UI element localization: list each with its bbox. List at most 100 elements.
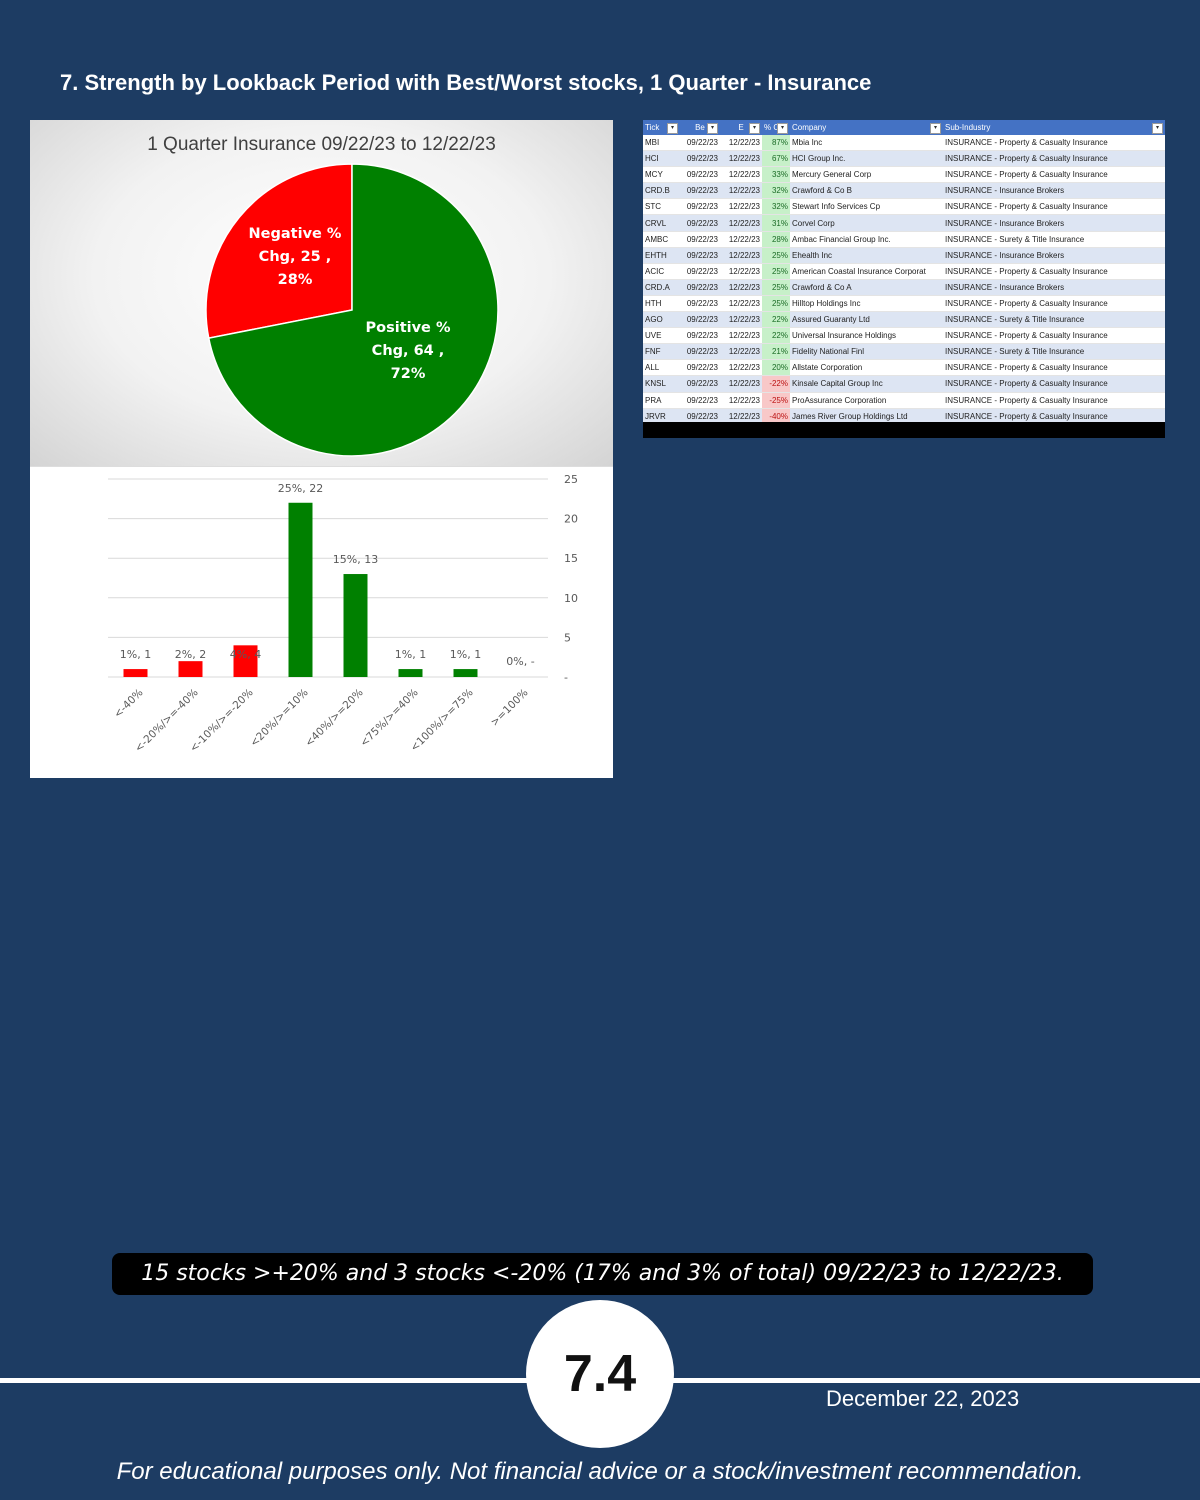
cell-company: Crawford & Co B: [790, 182, 943, 200]
filter-dropdown-icon[interactable]: ▾: [1152, 123, 1163, 134]
column-header[interactable]: Be ▾: [680, 120, 720, 135]
column-header-label: Be: [695, 123, 705, 132]
table-row[interactable]: UVE 09/22/23 12/22/23 22% Universal Insuranc…: [643, 327, 1165, 345]
filter-dropdown-icon[interactable]: ▾: [707, 123, 718, 134]
bar-data-label: 0%, -: [506, 655, 534, 668]
cell-begin: 09/22/23: [680, 359, 720, 377]
cell-pct: 87%: [762, 135, 790, 152]
cell-ticker: AMBC: [643, 231, 680, 248]
pie-chart-svg: Negative % Chg, 25 , 28% Positive % Chg, 64 …: [205, 163, 499, 457]
cell-ticker: HCI: [643, 150, 680, 168]
cell-begin: 09/22/23: [680, 231, 720, 248]
cell-begin: 09/22/23: [680, 327, 720, 345]
column-header[interactable]: Tick ▾: [643, 120, 680, 135]
table-row[interactable]: JRVR 09/22/23 12/22/23 -40% James River Grou…: [643, 408, 1165, 425]
table-row[interactable]: AGO 09/22/23 12/22/23 22% Assured Guaranty L…: [643, 311, 1165, 329]
cell-sub: INSURANCE - Property & Casualty Insuranc…: [943, 198, 1165, 216]
cell-end: 12/22/23: [720, 150, 762, 168]
cell-company: Assured Guaranty Ltd: [790, 311, 943, 329]
cell-company: Crawford & Co A: [790, 279, 943, 296]
cell-end: 12/22/23: [720, 135, 762, 152]
cell-sub: INSURANCE - Property & Casualty Insuranc…: [943, 392, 1165, 409]
cell-end: 12/22/23: [720, 214, 762, 232]
cell-begin: 09/22/23: [680, 408, 720, 425]
cell-company: Ambac Financial Group Inc.: [790, 231, 943, 248]
column-header-label: E: [738, 123, 744, 132]
bar-1: [178, 661, 203, 677]
column-header-label: % C: [764, 123, 780, 132]
filter-dropdown-icon[interactable]: ▾: [749, 123, 760, 134]
cell-pct: 20%: [762, 359, 790, 377]
table-footer-bar: [643, 422, 1165, 438]
pie-label-line: Positive %: [366, 320, 451, 336]
bar-2: [233, 645, 258, 677]
cell-sub: INSURANCE - Insurance Brokers: [943, 182, 1165, 200]
y-tick-label: 10: [564, 592, 578, 605]
cell-end: 12/22/23: [720, 375, 762, 393]
page-title: 7. Strength by Lookback Period with Best…: [60, 70, 872, 95]
bar-data-label: 15%, 13: [333, 553, 378, 566]
table-header-row: Tick ▾ Be ▾ E ▾% C ▾ Company ▾ Sub-Industry ▾: [643, 120, 1165, 135]
table-row[interactable]: STC 09/22/23 12/22/23 32% Stewart Info Servi…: [643, 198, 1165, 216]
x-tick-label: <-40%: [112, 687, 146, 721]
cell-begin: 09/22/23: [680, 150, 720, 168]
cell-ticker: KNSL: [643, 375, 680, 393]
bar-6: [453, 669, 478, 677]
cell-sub: INSURANCE - Property & Casualty Insuranc…: [943, 359, 1165, 377]
cell-end: 12/22/23: [720, 166, 762, 184]
column-header[interactable]: Sub-Industry ▾: [943, 120, 1165, 135]
report-date: December 22, 2023: [826, 1386, 1020, 1411]
cell-company: American Coastal Insurance Corporat: [790, 263, 943, 280]
table-row[interactable]: HCI 09/22/23 12/22/23 67% HCI Group Inc. INSU…: [643, 150, 1165, 168]
cell-pct: 22%: [762, 327, 790, 345]
disclaimer: For educational purposes only. Not finan…: [116, 1458, 1084, 1485]
cell-ticker: ACIC: [643, 263, 680, 280]
cell-pct: -25%: [762, 392, 790, 409]
cell-sub: INSURANCE - Insurance Brokers: [943, 247, 1165, 264]
table-row[interactable]: CRVL 09/22/23 12/22/23 31% Corvel Corp INSURA…: [643, 214, 1165, 232]
table-row[interactable]: ACIC 09/22/23 12/22/23 25% American Coastal …: [643, 263, 1165, 280]
bar-data-label: 1%, 1: [120, 648, 151, 661]
filter-dropdown-icon[interactable]: ▾: [777, 123, 788, 134]
cell-end: 12/22/23: [720, 311, 762, 329]
cell-begin: 09/22/23: [680, 198, 720, 216]
pie-label-line: 72%: [391, 366, 426, 382]
y-tick-label: 15: [564, 552, 578, 565]
cell-begin: 09/22/23: [680, 214, 720, 232]
cell-begin: 09/22/23: [680, 375, 720, 393]
cell-company: HCI Group Inc.: [790, 150, 943, 168]
table-row[interactable]: ALL 09/22/23 12/22/23 20% Allstate Corporati…: [643, 359, 1165, 377]
cell-ticker: CRD.B: [643, 182, 680, 200]
bar-data-label: 2%, 2: [175, 648, 206, 661]
bar-0: [123, 669, 148, 677]
cell-company: Kinsale Capital Group Inc: [790, 375, 943, 393]
cell-sub: INSURANCE - Insurance Brokers: [943, 279, 1165, 296]
table-row[interactable]: EHTH 09/22/23 12/22/23 25% Ehealth Inc INSURA…: [643, 247, 1165, 264]
table-row[interactable]: MCY 09/22/23 12/22/23 33% Mercury General Co…: [643, 166, 1165, 184]
table-row[interactable]: HTH 09/22/23 12/22/23 25% Hilltop Holdings I…: [643, 295, 1165, 313]
column-header[interactable]: Company ▾: [790, 120, 943, 135]
column-header[interactable]: % C ▾: [762, 120, 790, 135]
table-row[interactable]: KNSL 09/22/23 12/22/23 -22% Kinsale Capital …: [643, 375, 1165, 393]
filter-dropdown-icon[interactable]: ▾: [667, 123, 678, 134]
filter-dropdown-icon[interactable]: ▾: [930, 123, 941, 134]
cell-ticker: FNF: [643, 343, 680, 361]
cell-sub: INSURANCE - Property & Casualty Insuranc…: [943, 166, 1165, 184]
cell-pct: 25%: [762, 247, 790, 264]
pie-label-line: Chg, 64 ,: [372, 343, 445, 359]
cell-pct: -22%: [762, 375, 790, 393]
table-row[interactable]: PRA 09/22/23 12/22/23 -25% ProAssurance Corp…: [643, 392, 1165, 409]
cell-end: 12/22/23: [720, 247, 762, 264]
pie-chart: 1 Quarter Insurance 09/22/23 to 12/22/23…: [30, 120, 613, 466]
bar-data-label: 1%, 1: [450, 648, 481, 661]
cell-company: ProAssurance Corporation: [790, 392, 943, 409]
cell-sub: INSURANCE - Property & Casualty Insuranc…: [943, 263, 1165, 280]
cell-end: 12/22/23: [720, 408, 762, 425]
table-row[interactable]: FNF 09/22/23 12/22/23 21% Fidelity National …: [643, 343, 1165, 361]
bar-data-label: 1%, 1: [395, 648, 426, 661]
table-row[interactable]: MBI 09/22/23 12/22/23 87% Mbia Inc INSURANCE …: [643, 135, 1165, 152]
table-row[interactable]: AMBC 09/22/23 12/22/23 28% Ambac Financial G…: [643, 231, 1165, 248]
column-header[interactable]: E ▾: [720, 120, 762, 135]
